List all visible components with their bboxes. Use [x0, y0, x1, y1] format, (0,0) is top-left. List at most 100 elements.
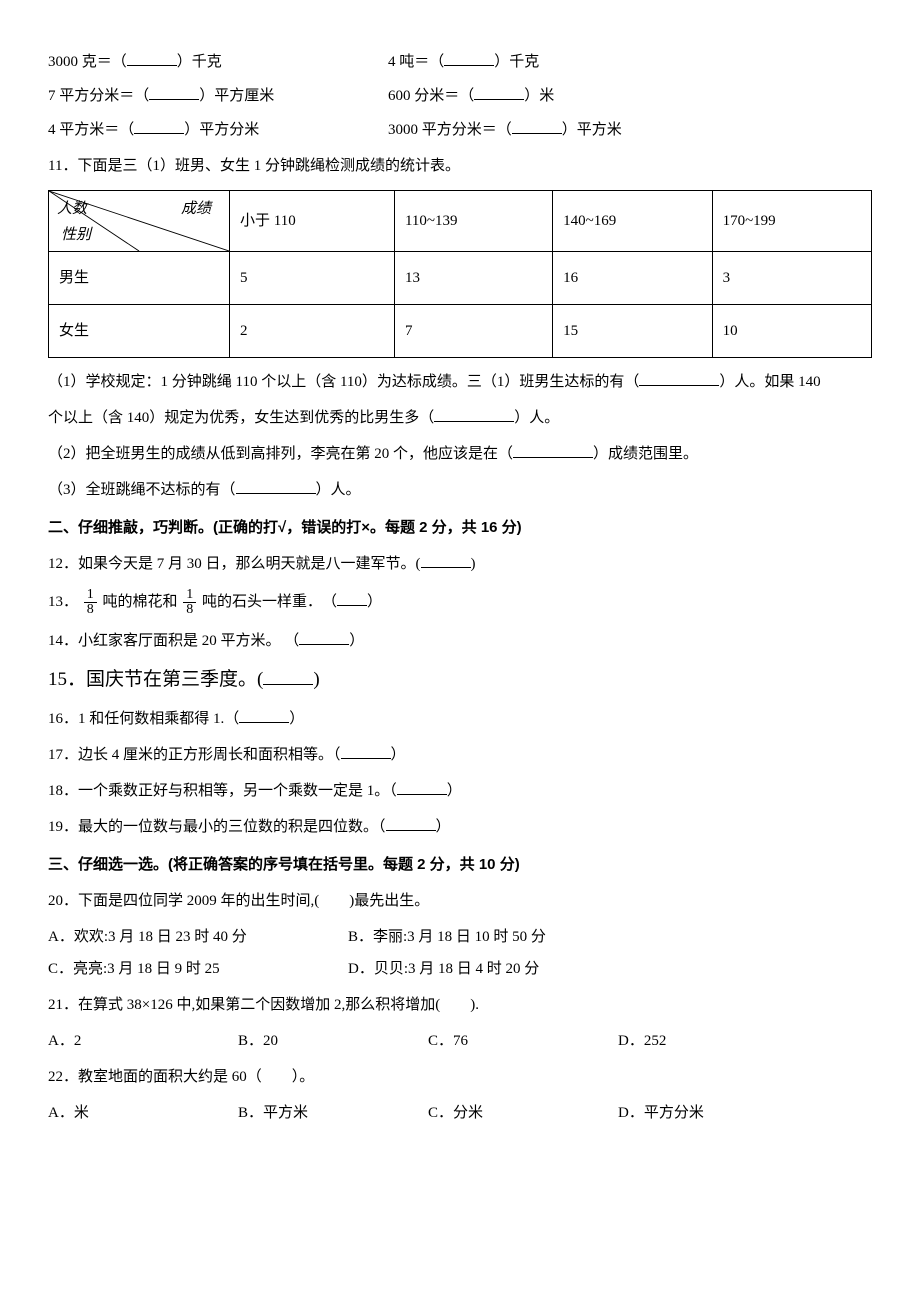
- row-label: 男生: [49, 252, 230, 305]
- blank[interactable]: [337, 590, 367, 606]
- blank[interactable]: [134, 118, 184, 134]
- text: ）人。: [316, 482, 361, 498]
- text: ）米: [524, 88, 554, 104]
- q12: 12．如果今天是 7 月 30 日，那么明天就是八一建军节。(): [48, 552, 872, 576]
- text: 17．边长 4 厘米的正方形周长和面积相等。（: [48, 747, 341, 763]
- text: ）平方厘米: [199, 88, 274, 104]
- q11-stem: 11．下面是三（1）班男、女生 1 分钟跳绳检测成绩的统计表。: [48, 154, 872, 178]
- text: ）: [349, 633, 364, 649]
- text: 7 平方分米＝（: [48, 88, 149, 104]
- text: （3）全班跳绳不达标的有（: [48, 482, 236, 498]
- q19: 19．最大的一位数与最小的三位数的积是四位数。（ ）: [48, 815, 872, 839]
- text: 18．一个乘数正好与积相等，另一个乘数一定是 1。（: [48, 783, 397, 799]
- blank[interactable]: [397, 779, 447, 795]
- blank[interactable]: [236, 478, 316, 494]
- option-a[interactable]: A．欢欢:3 月 18 日 23 时 40 分: [48, 925, 348, 949]
- fraction: 18: [183, 588, 196, 617]
- q10-row3: 4 平方米＝（ ）平方分米 3000 平方分米＝（ ）平方米: [48, 118, 872, 142]
- col-header: 140~169: [553, 191, 712, 252]
- q11-p1-cont: 个以上（含 140）规定为优秀，女生达到优秀的比男生多（）人。: [48, 406, 872, 430]
- option-b[interactable]: B．平方米: [238, 1101, 428, 1125]
- text: ）: [289, 711, 304, 727]
- text: 19．最大的一位数与最小的三位数的积是四位数。（: [48, 819, 386, 835]
- option-a[interactable]: A．2: [48, 1029, 238, 1053]
- q17: 17．边长 4 厘米的正方形周长和面积相等。（ ）: [48, 743, 872, 767]
- text: 4 吨＝（: [388, 54, 444, 70]
- blank[interactable]: [444, 50, 494, 66]
- blank[interactable]: [299, 629, 349, 645]
- q10-row2: 7 平方分米＝（ ）平方厘米 600 分米＝（ ）米: [48, 84, 872, 108]
- blank[interactable]: [239, 707, 289, 723]
- q14: 14．小红家客厅面积是 20 平方米。 （ ）: [48, 629, 872, 653]
- section3-heading: 三、仔细选一选。(将正确答案的序号填在括号里。每题 2 分，共 10 分): [48, 853, 872, 877]
- q11-p1: （1）学校规定：1 分钟跳绳 110 个以上（含 110）为达标成绩。三（1）班…: [48, 370, 872, 394]
- diag-left-label: 人数: [57, 197, 87, 221]
- text: ）平方米: [562, 122, 622, 138]
- col-header: 小于 110: [230, 191, 395, 252]
- q20-options-row1: A．欢欢:3 月 18 日 23 时 40 分 B．李丽:3 月 18 日 10…: [48, 925, 872, 949]
- diag-bottom-label: 性别: [61, 223, 91, 247]
- cell: 16: [553, 252, 712, 305]
- text: 16．1 和任何数相乘都得 1.（: [48, 711, 239, 727]
- text: ）成绩范围里。: [593, 446, 698, 462]
- cell: 3: [712, 252, 871, 305]
- score-table: 人数 成绩 性别 小于 110 110~139 140~169 170~199 …: [48, 190, 872, 358]
- diagonal-header: 人数 成绩 性别: [49, 191, 230, 252]
- text: 4 平方米＝（: [48, 122, 134, 138]
- q18: 18．一个乘数正好与积相等，另一个乘数一定是 1。（ ）: [48, 779, 872, 803]
- text: ）平方分米: [184, 122, 259, 138]
- text: 3000 平方分米＝（: [388, 122, 512, 138]
- text: ): [471, 556, 476, 572]
- q16: 16．1 和任何数相乘都得 1.（ ）: [48, 707, 872, 731]
- option-d[interactable]: D．贝贝:3 月 18 日 4 时 20 分: [348, 957, 648, 981]
- text: ）: [367, 594, 382, 610]
- option-b[interactable]: B．李丽:3 月 18 日 10 时 50 分: [348, 925, 648, 949]
- table-row: 男生 5 13 16 3: [49, 252, 872, 305]
- q10-row1: 3000 克＝（）千克 4 吨＝（）千克: [48, 50, 872, 74]
- option-a[interactable]: A．米: [48, 1101, 238, 1125]
- col-header: 170~199: [712, 191, 871, 252]
- blank[interactable]: [434, 406, 514, 422]
- text: 14．小红家客厅面积是 20 平方米。 （: [48, 633, 299, 649]
- text: 个以上（含 140）规定为优秀，女生达到优秀的比男生多（: [48, 410, 434, 426]
- q21-stem: 21．在算式 38×126 中,如果第二个因数增加 2,那么积将增加( ).: [48, 993, 872, 1017]
- blank[interactable]: [149, 84, 199, 100]
- cell: 7: [394, 305, 552, 358]
- option-c[interactable]: C．76: [428, 1029, 618, 1053]
- table-row: 女生 2 7 15 10: [49, 305, 872, 358]
- blank[interactable]: [127, 50, 177, 66]
- blank[interactable]: [474, 84, 524, 100]
- text: 3000 克＝（: [48, 54, 127, 70]
- blank[interactable]: [513, 442, 593, 458]
- option-c[interactable]: C．亮亮:3 月 18 日 9 时 25: [48, 957, 348, 981]
- q22-stem: 22．教室地面的面积大约是 60（ ）。: [48, 1065, 872, 1089]
- table-row: 人数 成绩 性别 小于 110 110~139 140~169 170~199: [49, 191, 872, 252]
- q20-options-row2: C．亮亮:3 月 18 日 9 时 25 D．贝贝:3 月 18 日 4 时 2…: [48, 957, 872, 981]
- blank[interactable]: [421, 552, 471, 568]
- text: 15．国庆节在第三季度。(: [48, 669, 263, 690]
- cell: 13: [394, 252, 552, 305]
- blank[interactable]: [263, 665, 313, 685]
- section2-heading: 二、仔细推敲，巧判断。(正确的打√，错误的打×。每题 2 分，共 16 分): [48, 516, 872, 540]
- fraction: 18: [84, 588, 97, 617]
- text: ）: [391, 747, 406, 763]
- text: ）千克: [177, 54, 222, 70]
- option-d[interactable]: D．252: [618, 1029, 808, 1053]
- q15: 15．国庆节在第三季度。(): [48, 665, 872, 695]
- cell: 10: [712, 305, 871, 358]
- option-d[interactable]: D．平方分米: [618, 1101, 808, 1125]
- option-b[interactable]: B．20: [238, 1029, 428, 1053]
- option-c[interactable]: C．分米: [428, 1101, 618, 1125]
- blank[interactable]: [512, 118, 562, 134]
- text: （2）把全班男生的成绩从低到高排列，李亮在第 20 个，他应该是在（: [48, 446, 513, 462]
- text: ）: [447, 783, 462, 799]
- q21-options: A．2 B．20 C．76 D．252: [48, 1029, 872, 1053]
- text: 600 分米＝（: [388, 88, 474, 104]
- blank[interactable]: [341, 743, 391, 759]
- blank[interactable]: [386, 815, 436, 831]
- blank[interactable]: [639, 370, 719, 386]
- q22-options: A．米 B．平方米 C．分米 D．平方分米: [48, 1101, 872, 1125]
- text: ): [313, 669, 319, 690]
- text: ）: [436, 819, 451, 835]
- diag-top-label: 成绩: [181, 197, 211, 221]
